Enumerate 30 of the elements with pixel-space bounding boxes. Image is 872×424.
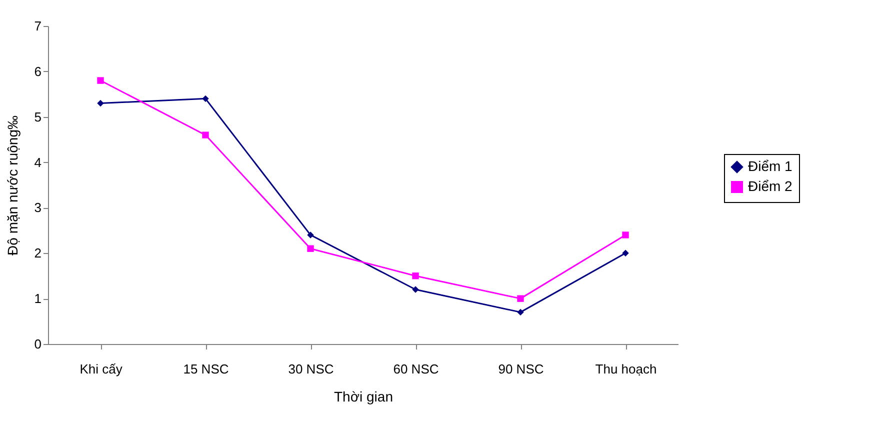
x-axis-title: Thời gian — [334, 388, 393, 404]
point — [622, 250, 629, 256]
point — [97, 77, 104, 84]
point — [622, 232, 629, 238]
point — [307, 245, 314, 252]
y-tick-label: 7 — [34, 18, 42, 34]
point — [412, 286, 419, 293]
x-tick-label: 90 NSC — [498, 362, 544, 376]
point — [517, 308, 524, 316]
x-tick-label: 15 NSC — [183, 362, 229, 376]
y-tick-label: 6 — [34, 64, 42, 79]
legend-label: Điểm 2 — [748, 178, 793, 194]
point — [412, 272, 419, 280]
point — [307, 232, 314, 238]
legend-label: Điểm 1 — [748, 158, 793, 174]
y-tick-label: 1 — [34, 291, 42, 306]
y-tick-label: 3 — [34, 200, 42, 216]
x-tick-label: Khi cấy — [80, 362, 123, 376]
point — [97, 100, 104, 107]
y-tick-label: 2 — [34, 246, 42, 261]
x-tick-label: 60 NSC — [393, 362, 439, 376]
y-axis-title: Độ mặn nước ruộng‰ — [4, 116, 20, 256]
x-tick-label: Thu hoạch — [595, 362, 657, 376]
point — [202, 132, 209, 138]
y-tick-label: 5 — [34, 109, 42, 124]
point — [517, 295, 524, 302]
x-tick-label: 30 NSC — [288, 362, 334, 376]
point — [202, 95, 209, 102]
y-tick-label: 4 — [34, 154, 42, 170]
y-tick-label: 0 — [34, 336, 42, 352]
